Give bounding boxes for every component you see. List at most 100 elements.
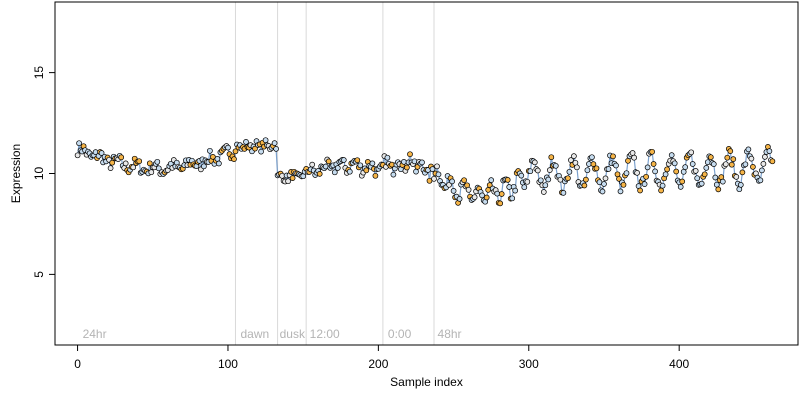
data-point: [623, 170, 630, 177]
data-point: [309, 161, 316, 168]
data-point: [435, 171, 442, 178]
data-point: [704, 159, 711, 166]
data-point: [207, 147, 213, 154]
data-point: [593, 165, 600, 172]
data-point: [289, 175, 296, 181]
data-point: [531, 159, 538, 166]
data-point: [757, 177, 764, 184]
phase-label-4: 0:00: [388, 327, 412, 341]
data-point: [98, 150, 105, 156]
data-point: [565, 175, 571, 182]
data-point: [680, 168, 687, 175]
data-point: [762, 154, 768, 160]
data-point: [644, 164, 651, 171]
data-point: [566, 168, 573, 175]
data-point: [243, 139, 249, 145]
data-point: [122, 160, 129, 167]
data-point: [390, 171, 397, 178]
data-point: [710, 161, 717, 167]
data-point: [331, 169, 338, 176]
data-point: [130, 164, 137, 171]
data-point: [748, 155, 755, 162]
data-point: [346, 168, 353, 175]
data-point: [649, 148, 655, 155]
data-point: [231, 156, 237, 162]
data-point: [498, 191, 505, 197]
data-point: [724, 154, 731, 161]
data-point: [682, 164, 689, 170]
data-point: [662, 171, 669, 178]
data-point: [334, 165, 341, 171]
data-point: [610, 153, 616, 160]
data-point: [512, 187, 519, 194]
data-point: [74, 152, 81, 159]
data-point: [546, 167, 553, 173]
y-axis: 5 10 15: [32, 66, 55, 278]
data-point: [605, 166, 612, 172]
data-point: [737, 182, 744, 188]
data-point: [745, 146, 752, 153]
data-point: [641, 181, 648, 187]
data-point: [715, 186, 722, 193]
data-point: [488, 177, 495, 183]
data-point: [601, 181, 607, 187]
data-point: [766, 148, 773, 154]
data-point: [733, 174, 740, 180]
data-point: [258, 148, 264, 155]
data-point: [404, 164, 410, 171]
data-point: [688, 149, 695, 156]
data-point: [613, 162, 619, 169]
data-point: [540, 189, 547, 195]
data-point: [560, 190, 567, 196]
data-point: [679, 178, 686, 185]
data-point: [450, 188, 457, 194]
data-point: [581, 182, 588, 189]
data-point: [584, 167, 591, 174]
data-point: [602, 175, 609, 182]
data-point: [273, 146, 279, 152]
data-point: [707, 154, 714, 161]
data-point: [614, 171, 621, 178]
data-point: [599, 188, 606, 195]
data-point: [357, 162, 364, 169]
phase-labels: 24hr dawn dusk 12:00 0:00 48hr: [83, 327, 462, 341]
data-point: [698, 180, 705, 187]
data-point: [583, 176, 589, 183]
data-point: [616, 176, 622, 182]
data-point: [449, 178, 455, 185]
data-point: [401, 159, 407, 165]
data-point: [483, 194, 490, 201]
data-point: [325, 158, 332, 165]
data-point: [728, 161, 735, 168]
data-point: [769, 158, 776, 165]
x-axis: 0 100 200 300 400: [74, 344, 690, 371]
data-point: [712, 174, 719, 181]
data-point: [727, 148, 734, 154]
data-point: [363, 167, 370, 174]
data-point: [225, 144, 231, 151]
data-point: [479, 192, 485, 199]
data-point: [552, 162, 559, 169]
data-point: [671, 160, 678, 167]
data-point: [431, 175, 437, 182]
data-point: [701, 171, 708, 178]
data-point: [634, 170, 640, 176]
data-point: [419, 159, 425, 166]
data-point: [118, 154, 125, 161]
data-point: [271, 140, 278, 146]
data-point: [407, 151, 413, 158]
data-point: [413, 168, 419, 175]
x-tick-label: 200: [368, 357, 388, 371]
x-tick-label: 0: [74, 357, 81, 371]
data-point: [262, 137, 269, 144]
data-point: [574, 164, 580, 171]
data-point: [471, 194, 478, 201]
data-point: [136, 158, 143, 165]
data-point: [518, 172, 525, 179]
data-point: [617, 188, 624, 195]
data-point: [652, 168, 658, 175]
data-point: [643, 173, 649, 180]
expression-points: [74, 137, 776, 207]
data-point: [620, 181, 627, 188]
data-point: [542, 182, 549, 189]
